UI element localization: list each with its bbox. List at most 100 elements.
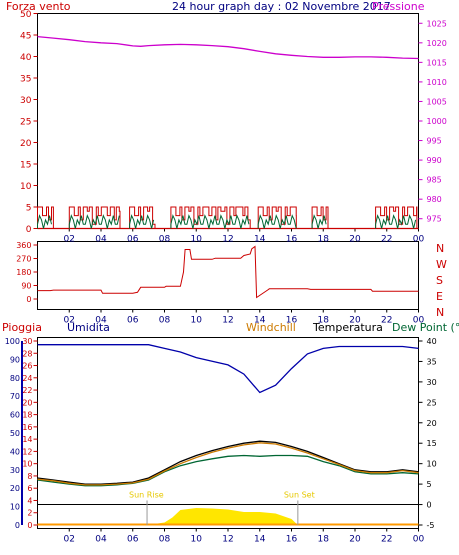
series-windchill — [37, 442, 419, 486]
x-tick-label: 00 — [413, 535, 425, 545]
wind-tick-label: 50 — [20, 10, 32, 20]
x-tick-label: 04 — [95, 235, 107, 245]
pressure-tick-label: 1010 — [427, 78, 447, 87]
rain-tick-label: 2 — [27, 509, 32, 518]
pressure-tick-label: 975 — [427, 215, 442, 224]
x-tick-label: 16 — [286, 235, 298, 245]
solar-area — [147, 508, 298, 525]
wind-tick-label: 0 — [26, 225, 32, 235]
temperature-panel — [37, 337, 419, 529]
x-tick-label: 18 — [318, 316, 330, 326]
x-tick-label: 02 — [64, 235, 75, 245]
legend-pioggia: Pioggia — [2, 321, 42, 334]
page-title: 24 hour graph day : 02 Novembre 2017 — [172, 0, 391, 13]
x-tick-label: 10 — [191, 535, 203, 545]
wind-tick-label: 35 — [20, 75, 31, 85]
x-tick-label: 20 — [349, 235, 361, 245]
humidity-tick-label: 30 — [10, 466, 20, 475]
rain-tick-label: 26 — [22, 362, 32, 371]
x-tick-label: 12 — [222, 535, 233, 545]
wind-tick-label: 30 — [20, 96, 32, 106]
wind-direction-panel — [37, 241, 419, 310]
humidity-tick-label: 70 — [10, 392, 20, 401]
wind-gust-line — [37, 206, 418, 229]
rain-tick-label: 12 — [22, 447, 32, 456]
x-tick-label: 16 — [286, 316, 298, 326]
wind-direction-line — [37, 245, 419, 299]
rain-tick-label: 24 — [22, 374, 32, 383]
x-tick-label: 22 — [381, 235, 392, 245]
x-tick-label: 18 — [318, 535, 330, 545]
x-tick-label: 10 — [191, 316, 203, 326]
rain-tick-label: 18 — [22, 411, 32, 420]
humidity-tick-label: 40 — [10, 447, 20, 456]
direction-tick-label: 0 — [26, 295, 31, 304]
temperature-tick-label: -5 — [427, 521, 435, 530]
pressure-tick-label: 985 — [427, 176, 442, 185]
x-tick-label: 08 — [159, 235, 171, 245]
pressure-tick-label: 1020 — [427, 39, 447, 48]
rain-tick-label: 0 — [27, 521, 32, 530]
series-dew-point — [37, 454, 419, 487]
temperature-tick-label: 30 — [427, 378, 437, 387]
temperature-tick-label: 15 — [427, 439, 437, 448]
pressure-tick-label: 980 — [427, 195, 442, 204]
wind-tick-label: 15 — [20, 161, 31, 171]
pressure-tick-label: 1025 — [427, 19, 447, 28]
pressure-tick-label: 990 — [427, 156, 442, 165]
x-tick-label: 06 — [127, 535, 139, 545]
x-tick-label: 00 — [413, 316, 425, 326]
temperature-tick-label: 40 — [427, 337, 437, 346]
x-tick-label: 18 — [318, 235, 330, 245]
direction-tick-label: 90 — [21, 282, 31, 291]
humidity-tick-label: 20 — [10, 484, 20, 493]
compass-label: N — [436, 306, 444, 319]
x-tick-label: 02 — [64, 316, 75, 326]
x-tick-label: 16 — [286, 535, 298, 545]
x-tick-label: 08 — [159, 535, 171, 545]
pressure-tick-label: 1005 — [427, 97, 447, 106]
x-tick-label: 14 — [254, 316, 266, 326]
x-tick-label: 04 — [95, 535, 107, 545]
x-tick-label: 02 — [64, 535, 75, 545]
rain-tick-label: 28 — [22, 349, 32, 358]
x-tick-label: 20 — [349, 535, 361, 545]
x-tick-label: 20 — [349, 316, 361, 326]
sunset-label: Sun Set — [284, 490, 315, 499]
humidity-tick-label: 50 — [10, 429, 20, 438]
wind-average-line — [37, 214, 417, 229]
x-tick-label: 22 — [381, 316, 392, 326]
legend-umidita: Umidita — [67, 321, 110, 334]
wind-tick-label: 45 — [20, 32, 31, 42]
humidity-tick-label: 90 — [10, 355, 20, 364]
x-tick-label: 10 — [191, 235, 203, 245]
rain-tick-label: 4 — [27, 496, 32, 505]
temperature-tick-label: 10 — [427, 460, 437, 469]
series-temperatura — [37, 440, 419, 485]
wind-tick-label: 10 — [20, 182, 32, 192]
pressure-tick-label: 1000 — [427, 117, 447, 126]
x-tick-label: 12 — [222, 235, 233, 245]
pressure-tick-label: 995 — [427, 137, 442, 146]
rain-tick-label: 8 — [27, 472, 32, 481]
rain-tick-label: 10 — [22, 460, 32, 469]
compass-label: E — [436, 290, 443, 303]
x-tick-label: 00 — [413, 235, 425, 245]
wind-tick-label: 5 — [26, 204, 32, 214]
humidity-tick-label: 10 — [10, 503, 20, 512]
rain-baseline — [37, 523, 419, 526]
temperature-tick-label: 25 — [427, 398, 437, 407]
pressure-axis-title: Pressione — [372, 0, 425, 13]
wind-pressure-panel — [37, 13, 419, 229]
temperature-tick-label: 0 — [427, 501, 432, 510]
rain-tick-label: 30 — [22, 337, 32, 346]
pressure-tick-label: 1015 — [427, 58, 447, 67]
x-tick-label: 08 — [159, 316, 171, 326]
rain-tick-label: 6 — [27, 484, 32, 493]
direction-tick-label: 360 — [16, 241, 31, 250]
wind-axis-title: Forza vento — [6, 0, 71, 13]
direction-tick-label: 180 — [16, 268, 31, 277]
humidity-tick-label: 100 — [5, 337, 20, 346]
